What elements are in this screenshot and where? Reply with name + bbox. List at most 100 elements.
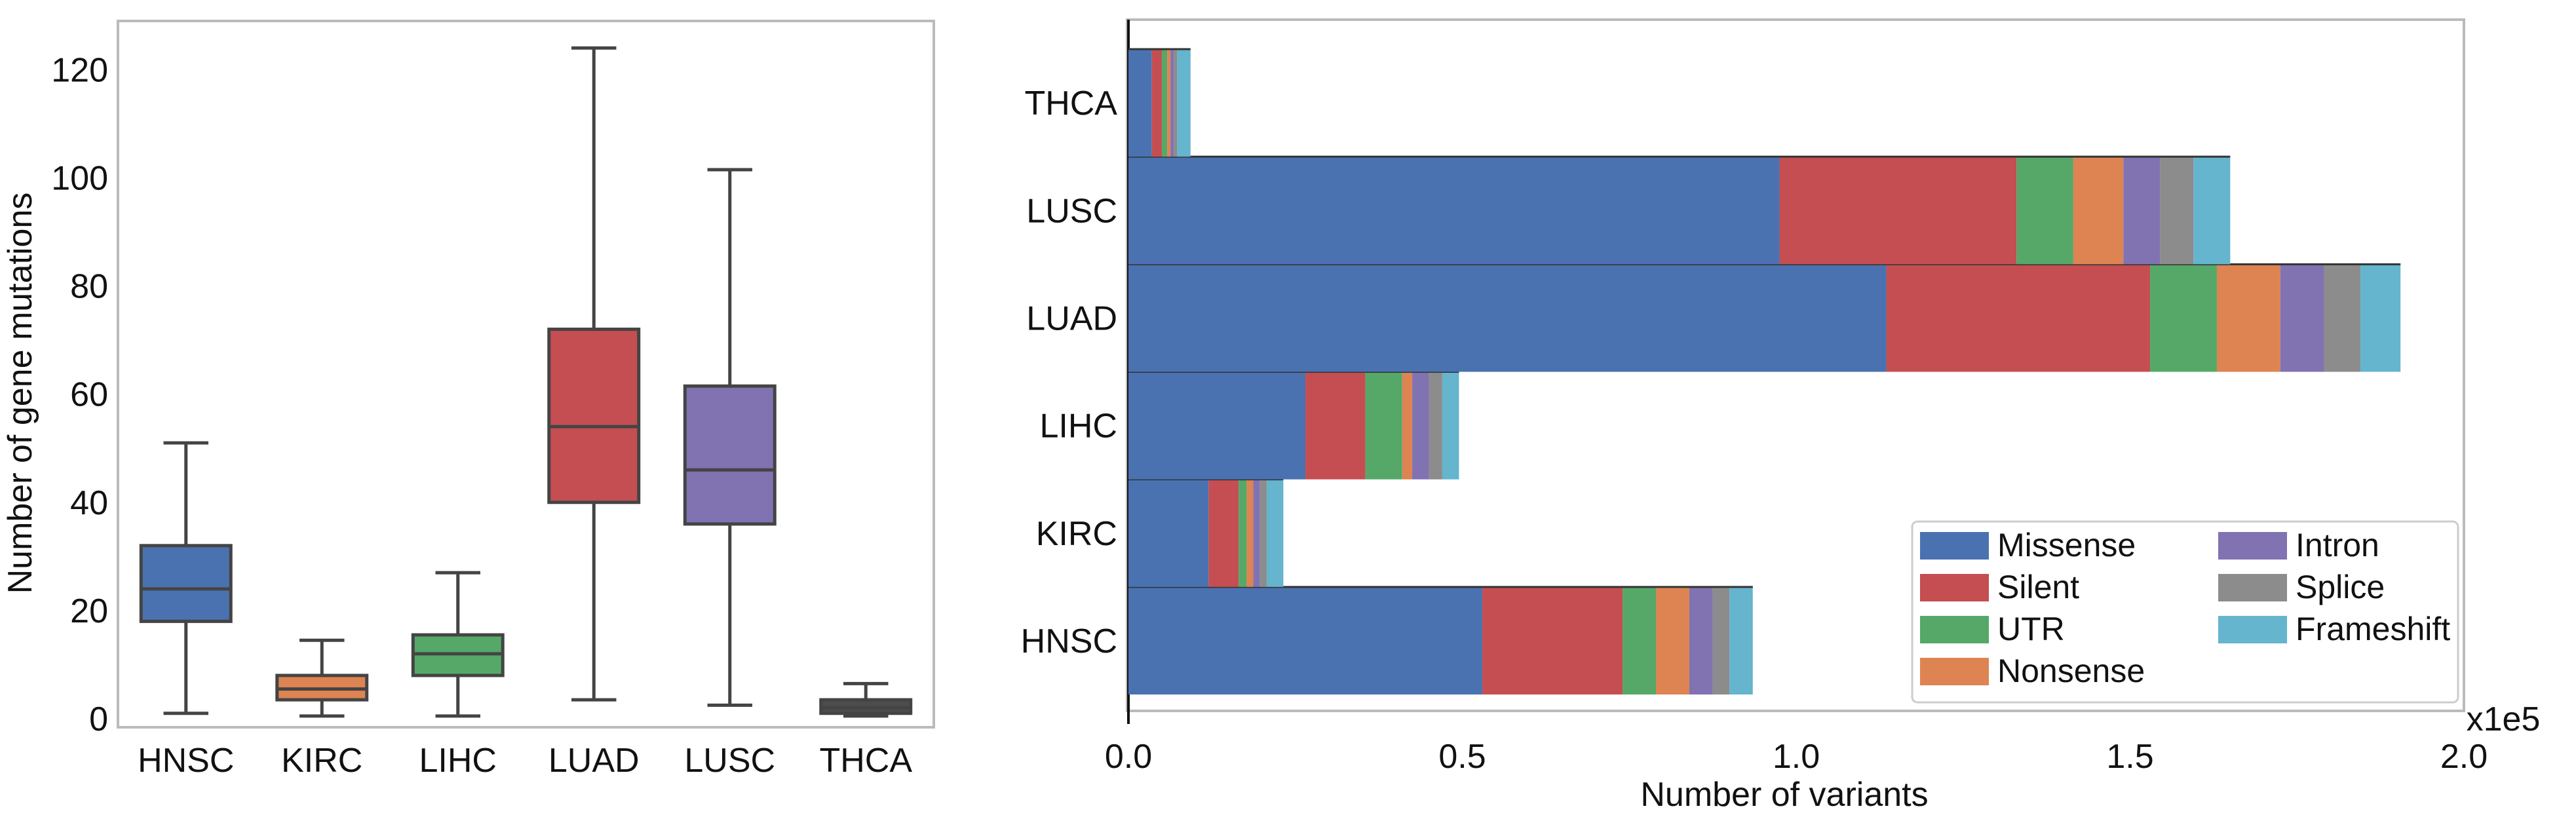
bar-segment-intron [1412, 371, 1429, 480]
bar-segment-frameshift [1177, 49, 1191, 157]
bar-lihc [1128, 371, 1459, 480]
bar-segment-utr [1365, 371, 1402, 480]
bar-segment-nonsense [1402, 371, 1413, 480]
bar-segment-nonsense [2073, 157, 2124, 265]
legend-entry-utr: UTR [1920, 611, 2065, 647]
bar-segment-utr [2016, 157, 2073, 265]
bar-segment-intron [2280, 264, 2324, 372]
boxplot-y-tick-label: 80 [70, 268, 108, 306]
bar-segment-splice [2160, 157, 2194, 265]
bar-kirc [1128, 478, 1284, 587]
legend-label: Splice [2296, 569, 2385, 605]
bar-segment-intron [1253, 479, 1260, 587]
bar-segment-frameshift [1442, 371, 1459, 480]
bar-segment-nonsense [1246, 479, 1254, 587]
box-iqr [683, 384, 777, 526]
bar-segment-splice [1259, 479, 1267, 587]
box-kirc [275, 638, 369, 718]
bar-segment-silent [1886, 264, 2151, 372]
box-hnsc [139, 441, 233, 715]
boxplot-x-tick-label: THCA [819, 742, 912, 780]
legend-entry-nonsense: Nonsense [1920, 653, 2145, 689]
bar-x-tick-label: 0.5 [1438, 738, 1486, 776]
bar-segment-silent [1208, 479, 1239, 587]
legend-frame [1911, 520, 2459, 704]
box-iqr [547, 328, 641, 504]
bar-category-label: THCA [1024, 85, 1117, 123]
bar-segment-frameshift [2360, 264, 2401, 372]
bar-x-tick-label: 1.5 [2106, 738, 2153, 776]
legend-entry-silent: Silent [1920, 569, 2079, 605]
legend-swatch [1920, 574, 1989, 601]
boxplot-x-tick-label: LIHC [419, 742, 497, 780]
boxplot-y-axis-label: Number of gene mutations [1, 193, 39, 594]
legend-label: Intron [2296, 527, 2379, 563]
bar-luad [1128, 263, 2401, 372]
bar-segment-frameshift [2193, 157, 2231, 265]
bar-x-axis-label: Number of variants [1640, 776, 1928, 814]
bar-segment-missense [1128, 586, 1483, 694]
bar-x-tick-label: 1.0 [1773, 738, 1820, 776]
bar-segment-utr [2150, 264, 2217, 372]
bar-x-tick-label: 0.0 [1105, 738, 1152, 776]
bar-thca [1128, 48, 1191, 157]
box-luad [547, 46, 641, 702]
bar-segment-missense [1128, 371, 1306, 480]
legend-entry-splice: Splice [2218, 569, 2385, 605]
bar-x-scale-label: x1e5 [2467, 700, 2541, 738]
bar-x-tick-label: 2.0 [2440, 738, 2488, 776]
bar-segment-nonsense [1167, 49, 1171, 157]
bar-segment-missense [1128, 264, 1887, 372]
bar-segment-utr [1161, 49, 1168, 157]
boxplot-y-tick-label: 100 [51, 159, 108, 197]
boxplot-plot-frame [117, 20, 935, 729]
bar-category-label: LUAD [1026, 299, 1117, 337]
boxplot-y-tick-label: 20 [70, 592, 108, 630]
boxplot-y-ticks: 0 20 40 60 80 100 120 [51, 51, 108, 738]
bar-hnsc [1128, 586, 1753, 694]
bar-segments [1128, 48, 2401, 694]
boxplot-y-tick-label: 0 [89, 700, 108, 738]
legend-label: Missense [1997, 527, 2136, 563]
bar-segment-splice [1429, 371, 1442, 480]
bar-category-label: KIRC [1036, 515, 1117, 553]
bar-segment-silent [1305, 371, 1366, 480]
boxplot-y-tick-label: 40 [70, 484, 108, 522]
box-lusc [683, 168, 777, 707]
boxplot-x-tick-label: LUSC [684, 742, 775, 780]
bar-segment-utr [1623, 586, 1657, 694]
bar-segment-intron [2123, 157, 2161, 265]
bar-segment-missense [1128, 157, 1780, 265]
boxplot-y-tick-label: 60 [70, 376, 108, 414]
legend-swatch [1920, 616, 1989, 643]
bar-segment-splice [1174, 49, 1178, 157]
boxplot-x-tick-label: LUAD [548, 742, 640, 780]
bar-lusc [1128, 155, 2231, 265]
box-thca [819, 681, 913, 718]
bar-segment-splice [2324, 264, 2361, 372]
bar-category-labels: HNSC KIRC LIHC LUAD LUSC THCA [1021, 85, 1118, 660]
bar-x-ticks: 0.0 0.5 1.0 1.5 2.0 [1105, 738, 2488, 776]
legend-entry-frameshift: Frameshift [2218, 611, 2450, 647]
boxplot-x-ticks: HNSC KIRC LIHC LUAD LUSC THCA [138, 742, 912, 780]
bar-segment-intron [1689, 586, 1713, 694]
legend-swatch [1920, 658, 1989, 685]
legend-entry-intron: Intron [2218, 527, 2379, 563]
legend-swatch [2218, 574, 2287, 601]
bar-segment-silent [1482, 586, 1623, 694]
bar-category-label: LIHC [1040, 408, 1117, 446]
bar-segment-nonsense [2216, 264, 2280, 372]
bar-category-label: HNSC [1021, 622, 1117, 660]
legend-swatch [2218, 532, 2287, 560]
legend-label: Silent [1997, 569, 2079, 605]
bar-segment-silent [1779, 157, 2017, 265]
boxplot-x-tick-label: KIRC [281, 742, 362, 780]
bar-category-label: LUSC [1026, 192, 1117, 230]
legend-swatch [2218, 616, 2287, 643]
legend-entry-missense: Missense [1920, 527, 2136, 563]
boxplot-x-tick-label: HNSC [138, 742, 234, 780]
boxplot-boxes [139, 46, 913, 718]
box-lihc [411, 571, 505, 718]
bar-segment-utr [1239, 479, 1247, 587]
box-iqr [139, 544, 233, 623]
